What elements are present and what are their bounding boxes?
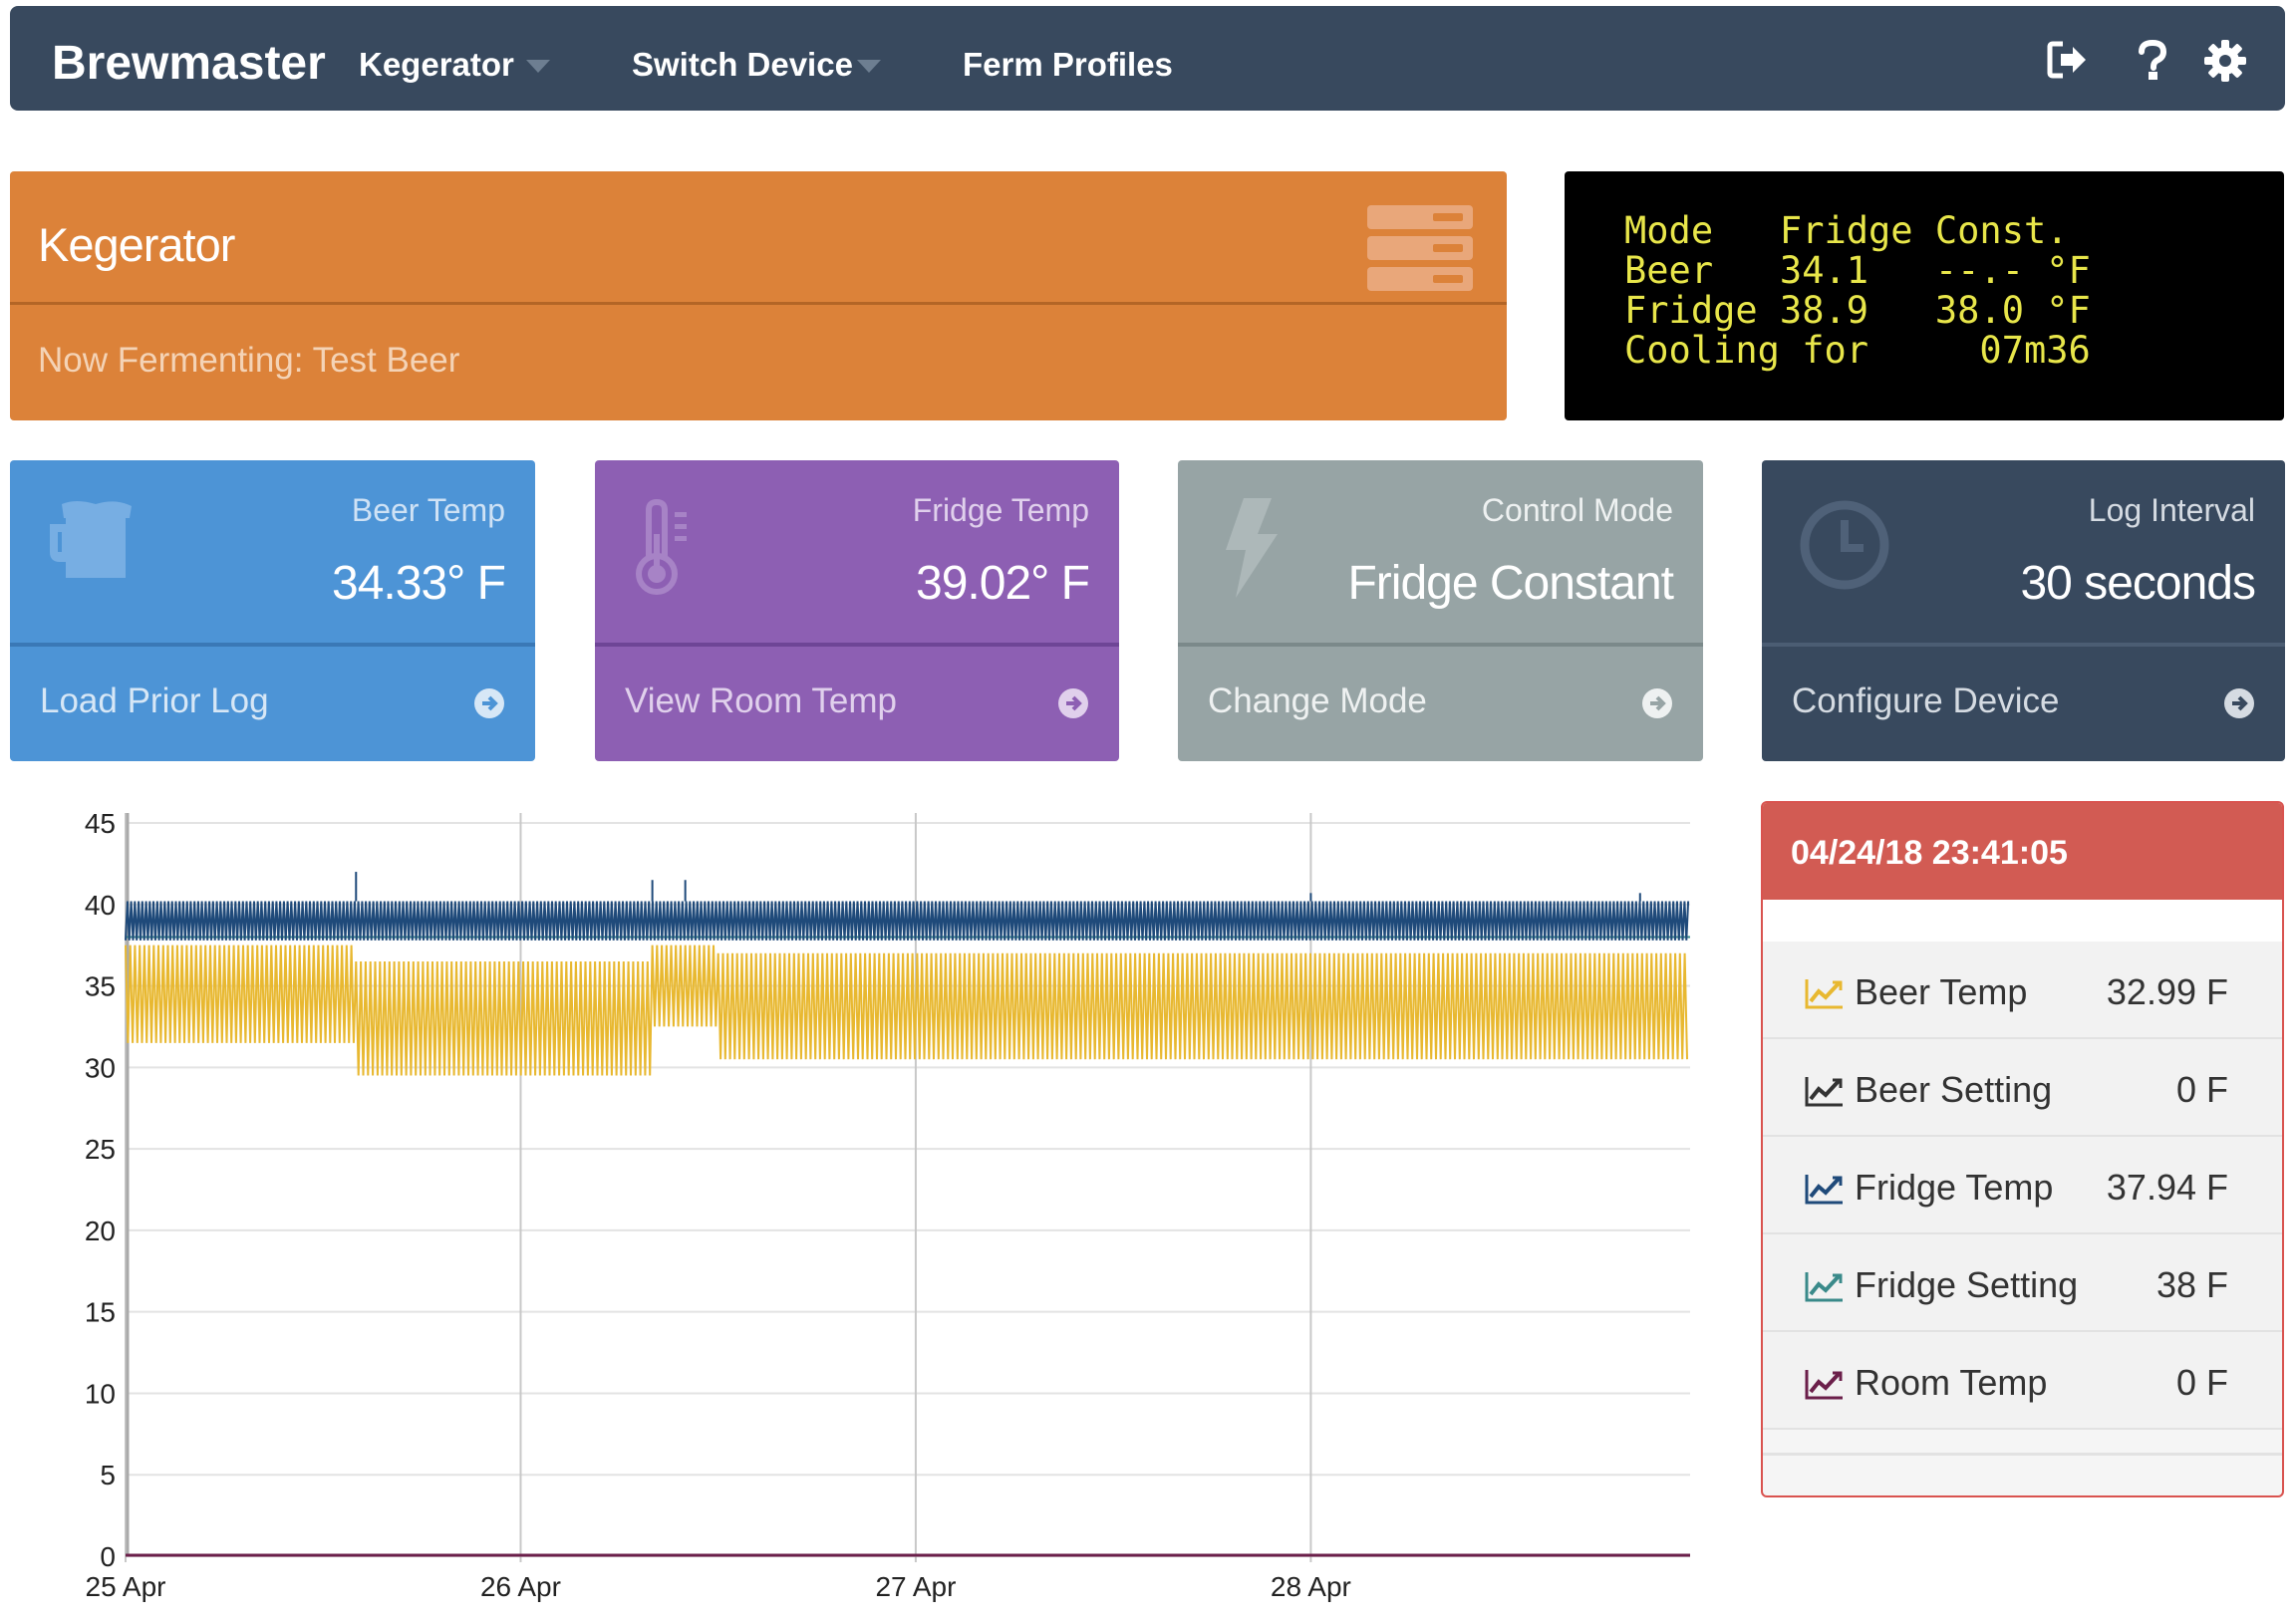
line-chart-icon — [1805, 1077, 1843, 1107]
chevron-down-icon[interactable] — [857, 60, 881, 73]
line-chart-icon — [1805, 1175, 1843, 1205]
legend-timestamp: 04/24/18 23:41:05 — [1763, 803, 2282, 900]
configure-device-link[interactable]: Configure Device — [1792, 681, 2060, 720]
chevron-down-icon[interactable] — [526, 60, 550, 73]
lcd-line: Cooling for 07m36 — [1624, 329, 2091, 372]
y-tick-label: 20 — [85, 1216, 116, 1246]
arrow-circle-right-icon[interactable] — [473, 687, 505, 719]
series-fridge-temp — [125, 901, 1690, 941]
legend-row[interactable]: Beer Setting 0 F — [1763, 1039, 2282, 1137]
line-chart-icon — [1805, 1272, 1843, 1302]
arrow-circle-right-icon[interactable] — [1641, 687, 1673, 719]
legend-row[interactable]: Room Temp 0 F — [1763, 1332, 2282, 1430]
line-chart-icon — [1805, 979, 1843, 1009]
legend-series-name: Room Temp — [1855, 1362, 2048, 1403]
beer-temp-panel: Beer Temp 34.33° F Load Prior Log — [10, 460, 535, 761]
legend-series-name: Fridge Setting — [1855, 1264, 2079, 1305]
brand-logo[interactable]: Brewmaster — [52, 37, 326, 90]
chart-svg[interactable]: 0 5 10 15 20 25 30 35 40 45 25 Apr 26 Apr 27 Apr 28 A… — [60, 797, 1704, 1614]
top-navbar: Brewmaster Kegerator Switch Device Ferm … — [10, 6, 2285, 111]
legend-series-name: Beer Temp — [1855, 971, 2028, 1012]
y-tick-label: 30 — [85, 1052, 116, 1083]
load-prior-log-link[interactable]: Load Prior Log — [40, 681, 269, 720]
legend-series-value: 37.94 F — [2106, 1167, 2228, 1208]
thermometer-icon — [636, 498, 687, 595]
y-tick-label: 10 — [85, 1378, 116, 1409]
legend-series-value: 0 F — [2175, 1362, 2228, 1403]
server-stack-icon — [1367, 205, 1473, 291]
change-mode-link[interactable]: Change Mode — [1208, 681, 1427, 720]
lcd-line: Fridge 38.9 38.0 °F — [1624, 289, 2091, 332]
panel-title: Fridge Temp — [912, 492, 1089, 528]
log-interval-value: 30 seconds — [2020, 557, 2256, 610]
control-mode-panel: Control Mode Fridge Constant Change Mode — [1178, 460, 1703, 761]
legend-row[interactable]: Fridge Temp 37.94 F — [1763, 1137, 2282, 1234]
lightning-icon — [1226, 498, 1278, 598]
series-beer-temp — [125, 945, 1688, 1076]
arrow-circle-right-icon[interactable] — [1057, 687, 1089, 719]
control-mode-value: Fridge Constant — [1347, 557, 1674, 610]
legend-series-name: Fridge Temp — [1855, 1167, 2054, 1208]
panel-divider — [1178, 643, 1703, 647]
panel-divider — [1762, 643, 2285, 647]
panel-title: Beer Temp — [351, 492, 505, 528]
x-tick-label: 25 Apr — [86, 1571, 166, 1602]
clock-icon — [1800, 500, 1889, 590]
legend-series-value: 0 F — [2175, 1069, 2228, 1110]
legend-series-name: Beer Setting — [1855, 1069, 2053, 1110]
y-tick-label: 25 — [85, 1134, 116, 1165]
gear-icon[interactable] — [2204, 40, 2246, 82]
now-fermenting-text: Now Fermenting: Test Beer — [38, 341, 460, 380]
legend-row[interactable]: Fridge Setting 38 F — [1763, 1234, 2282, 1332]
nav-switch-device[interactable]: Switch Device — [632, 46, 853, 83]
legend-series-value: 32.99 F — [2106, 971, 2228, 1012]
beer-mug-icon — [50, 501, 132, 578]
panel-title: Control Mode — [1481, 492, 1673, 528]
panel-title: Log Interval — [2088, 492, 2255, 528]
x-tick-label: 27 Apr — [875, 1571, 956, 1602]
y-tick-label: 45 — [85, 808, 116, 839]
x-tick-label: 26 Apr — [480, 1571, 561, 1602]
panel-divider — [10, 643, 535, 647]
arrow-circle-right-icon[interactable] — [2223, 687, 2255, 719]
x-tick-label: 28 Apr — [1271, 1571, 1351, 1602]
y-tick-label: 15 — [85, 1297, 116, 1328]
beer-temp-value: 34.33° F — [332, 557, 506, 610]
view-room-temp-link[interactable]: View Room Temp — [625, 681, 897, 720]
help-icon[interactable] — [2137, 40, 2168, 80]
device-title: Kegerator — [38, 218, 235, 271]
banner-divider — [10, 302, 1507, 305]
lcd-line: Beer 34.1 --.- °F — [1624, 249, 2091, 292]
fridge-temp-value: 39.02° F — [916, 557, 1090, 610]
nav-ferm-profiles[interactable]: Ferm Profiles — [963, 46, 1173, 83]
y-tick-label: 5 — [100, 1460, 116, 1490]
y-tick-label: 0 — [100, 1541, 116, 1572]
y-tick-label: 35 — [85, 971, 116, 1002]
chart-legend-panel: 04/24/18 23:41:05 Beer Temp 32.99 F Beer S… — [1761, 801, 2284, 1497]
legend-series-value: 38 F — [2155, 1264, 2228, 1305]
lcd-line: Mode Fridge Const. — [1624, 209, 2069, 252]
line-chart-icon — [1805, 1370, 1843, 1400]
nav-kegerator[interactable]: Kegerator — [359, 46, 514, 83]
temperature-chart[interactable]: 0 5 10 15 20 25 30 35 40 45 25 Apr 26 Apr 27 Apr 28 A… — [60, 797, 1704, 1614]
legend-row[interactable]: Beer Temp 32.99 F — [1763, 942, 2282, 1039]
sign-out-icon[interactable] — [2047, 40, 2089, 80]
panel-divider — [595, 643, 1119, 647]
fridge-temp-panel: Fridge Temp 39.02° F View Room Temp — [595, 460, 1119, 761]
device-banner: Kegerator Now Fermenting: Test Beer — [10, 171, 1507, 420]
lcd-display: Mode Fridge Const. Beer 34.1 --.- °F Fri… — [1565, 171, 2284, 420]
log-interval-panel: Log Interval 30 seconds Configure Device — [1762, 460, 2285, 761]
y-tick-label: 40 — [85, 890, 116, 921]
